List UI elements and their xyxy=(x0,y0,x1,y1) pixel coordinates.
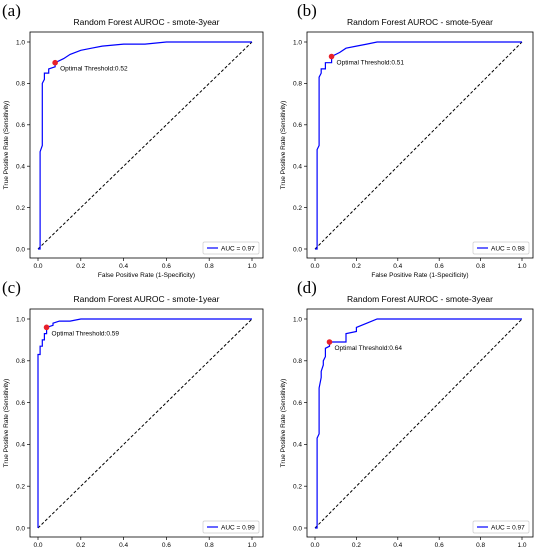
y-tick-label: 1.0 xyxy=(293,316,302,323)
x-tick-label: 0.6 xyxy=(435,542,444,549)
x-tick-label: 0.0 xyxy=(310,542,319,549)
panel-label-d: (d) xyxy=(297,278,317,297)
legend-label: AUC = 0.99 xyxy=(221,524,255,531)
x-tick-label: 0.6 xyxy=(435,263,444,270)
y-tick-label: 0.8 xyxy=(16,358,25,365)
panel-b: (b) Random Forest AUROC - smote-5year 0.0… xyxy=(278,0,537,279)
y-tick-label: 1.0 xyxy=(16,316,25,323)
y-tick-label: 0.8 xyxy=(293,81,302,88)
legend-label: AUC = 0.98 xyxy=(491,245,525,252)
panel-d: (d) Random Forest AUROC - smote-3year 0.0… xyxy=(278,275,537,550)
x-tick-label: 0.4 xyxy=(119,542,128,549)
x-tick-label: 0.2 xyxy=(76,542,85,549)
y-tick-label: 0.0 xyxy=(16,525,25,532)
x-tick-label: 0.4 xyxy=(119,263,128,270)
panel-label-b: (b) xyxy=(297,1,317,20)
x-tick-label: 0.6 xyxy=(162,542,171,549)
plot-frame xyxy=(306,308,534,538)
optimal-point xyxy=(43,324,50,331)
y-tick-label: 1.0 xyxy=(16,39,25,46)
x-tick-label: 0.8 xyxy=(205,542,214,549)
roc-chart-d: Random Forest AUROC - smote-3year 0.0 0.2 0… xyxy=(280,294,534,549)
roc-curve xyxy=(315,41,522,250)
y-tick-label: 0.8 xyxy=(16,81,25,88)
optimal-threshold-label: Optimal Threshold:0.64 xyxy=(334,345,402,352)
x-tick-label: 0.0 xyxy=(310,263,319,270)
optimal-threshold-label: Optimal Threshold:0.52 xyxy=(60,66,128,73)
roc-curve xyxy=(315,318,522,529)
x-tick-label: 1.0 xyxy=(247,542,256,549)
x-axis-label: False Positive Rate (1-Specificity) xyxy=(98,272,195,279)
roc-chart-c: Random Forest AUROC - smote-1year 0.0 0.2 0… xyxy=(3,294,264,549)
chart-title: Random Forest AUROC - smote-3year xyxy=(347,294,493,304)
y-tick-label: 0.2 xyxy=(293,205,302,212)
x-tick-label: 0.8 xyxy=(476,542,485,549)
chance-diagonal xyxy=(37,318,253,529)
panel-label-c: (c) xyxy=(2,278,21,297)
y-tick-label: 0.4 xyxy=(16,442,25,449)
chart-title: Random Forest AUROC - smote-1year xyxy=(74,294,220,304)
x-tick-label: 0.8 xyxy=(205,263,214,270)
plot-frame xyxy=(29,31,264,259)
plot-frame xyxy=(306,31,534,259)
x-tick-label: 1.0 xyxy=(517,542,526,549)
optimal-point xyxy=(328,53,335,60)
optimal-threshold-label: Optimal Threshold:0.51 xyxy=(337,59,405,66)
y-tick-label: 0.2 xyxy=(16,484,25,491)
legend-box xyxy=(472,520,530,534)
x-axis-label: False Positive Rate (1-Specificity) xyxy=(371,272,468,279)
y-tick-label: 0.4 xyxy=(16,164,25,171)
x-tick-label: 0.2 xyxy=(76,263,85,270)
legend-box xyxy=(202,520,260,534)
roc-chart-a: Random Forest AUROC - smote-3year 0.0 0.2 0… xyxy=(3,17,264,279)
y-tick-label: 0.6 xyxy=(16,122,25,129)
y-tick-label: 0.0 xyxy=(293,246,302,253)
x-tick-label: 0.8 xyxy=(476,263,485,270)
y-axis-label: True Positive Rate (Sensitivity) xyxy=(280,101,287,190)
x-tick-label: 1.0 xyxy=(517,263,526,270)
y-tick-label: 0.2 xyxy=(16,205,25,212)
roc-chart-b: Random Forest AUROC - smote-5year 0.0 0.2 0… xyxy=(280,17,534,279)
y-tick-label: 0.2 xyxy=(293,484,302,491)
x-tick-label: 0.2 xyxy=(352,542,361,549)
plot-frame xyxy=(29,308,264,538)
chance-diagonal xyxy=(314,318,523,529)
x-tick-label: 0.0 xyxy=(33,263,42,270)
roc-curve xyxy=(38,41,252,250)
x-tick-label: 0.2 xyxy=(352,263,361,270)
y-axis-label: True Positive Rate (Sensitivity) xyxy=(3,379,10,468)
y-tick-label: 0.6 xyxy=(16,400,25,407)
chart-title: Random Forest AUROC - smote-3year xyxy=(74,17,220,27)
chance-diagonal xyxy=(37,41,253,250)
legend-label: AUC = 0.97 xyxy=(221,245,255,252)
optimal-point xyxy=(52,59,58,66)
x-tick-label: 1.0 xyxy=(247,263,256,270)
chart-title: Random Forest AUROC - smote-5year xyxy=(347,17,493,27)
y-tick-label: 0.4 xyxy=(293,164,302,171)
panel-c: (c) Random Forest AUROC - smote-1year 0.0… xyxy=(0,275,268,550)
x-tick-label: 0.6 xyxy=(162,263,171,270)
chance-diagonal xyxy=(314,41,523,250)
panel-a: (a) Random Forest AUROC - smote-3year 0.0… xyxy=(0,0,268,279)
y-tick-label: 1.0 xyxy=(293,39,302,46)
y-axis-label: True Positive Rate (Sensitivity) xyxy=(3,101,10,190)
optimal-threshold-label: Optimal Threshold:0.59 xyxy=(52,330,120,337)
y-tick-label: 0.0 xyxy=(16,246,25,253)
y-tick-label: 0.6 xyxy=(293,122,302,129)
x-tick-label: 0.4 xyxy=(393,542,402,549)
y-tick-label: 0.8 xyxy=(293,358,302,365)
panel-label-a: (a) xyxy=(2,1,21,20)
legend-box xyxy=(472,241,530,255)
x-tick-label: 0.4 xyxy=(393,263,402,270)
optimal-point xyxy=(326,339,333,345)
roc-curve xyxy=(37,318,252,528)
legend-box xyxy=(202,241,260,255)
legend-label: AUC = 0.97 xyxy=(491,524,525,531)
y-tick-label: 0.4 xyxy=(293,442,302,449)
y-tick-label: 0.6 xyxy=(293,400,302,407)
y-axis-label: True Positive Rate (Sensitivity) xyxy=(280,379,287,468)
x-tick-label: 0.0 xyxy=(33,542,42,549)
y-tick-label: 0.0 xyxy=(293,525,302,532)
